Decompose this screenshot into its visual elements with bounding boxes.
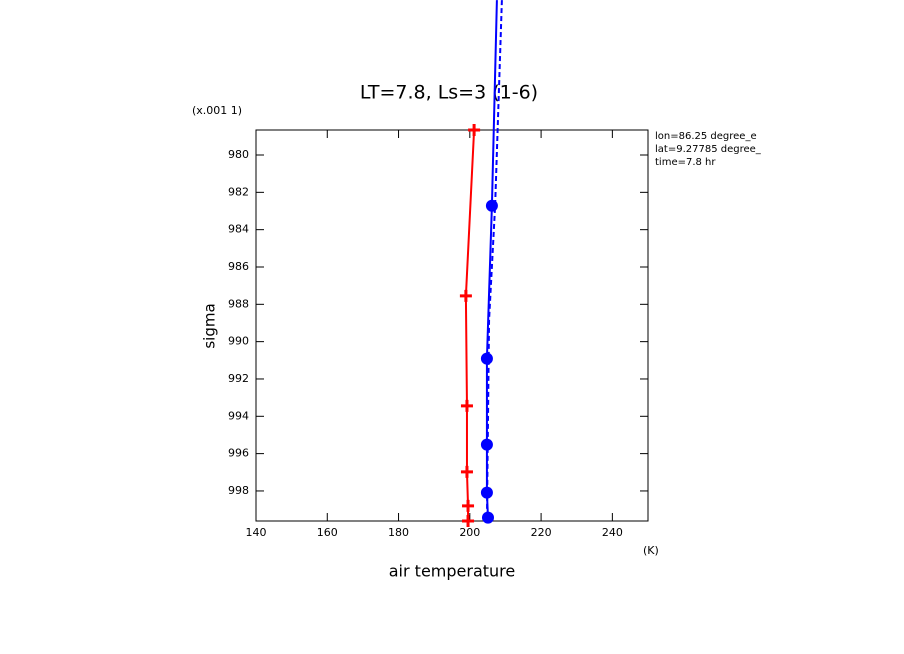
series-line <box>485 0 503 521</box>
annotation: lon=86.25 degree_e <box>655 131 757 142</box>
y-tick-label: 994 <box>228 409 249 422</box>
y-tick-label: 984 <box>228 223 249 236</box>
y-tick-label: 982 <box>228 185 249 198</box>
x-unit: (K) <box>643 544 659 557</box>
marker <box>480 352 493 365</box>
y-tick-label: 990 <box>228 335 249 348</box>
marker <box>459 289 472 302</box>
annotation: lat=9.27785 degree_ <box>655 144 762 155</box>
y-tick-label: 980 <box>228 148 249 161</box>
x-tick-label: 220 <box>531 526 552 539</box>
y-tick-label: 988 <box>228 297 249 310</box>
marker <box>460 465 473 478</box>
x-tick-label: 180 <box>388 526 409 539</box>
annotation: time=7.8 hr <box>655 157 716 168</box>
plot-frame <box>255 129 649 522</box>
x-tick-label: 160 <box>317 526 338 539</box>
x-tick-label: 140 <box>246 526 267 539</box>
y-tick-label: 998 <box>228 484 249 497</box>
chart-title: LT=7.8, Ls=3 (1-6) <box>360 82 538 104</box>
marker <box>460 399 473 412</box>
y-axis-label: sigma <box>201 303 219 348</box>
y-tick-label: 996 <box>228 447 249 460</box>
x-tick-label: 240 <box>602 526 623 539</box>
x-tick-label: 200 <box>459 526 480 539</box>
y-scale-note: (x.001 1) <box>192 104 242 117</box>
y-tick-label: 986 <box>228 260 249 273</box>
marker <box>462 515 475 527</box>
series-line <box>464 129 476 521</box>
marker <box>462 499 475 512</box>
marker <box>468 124 481 136</box>
marker <box>481 511 494 524</box>
x-axis-label: air temperature <box>389 562 515 581</box>
y-tick-label: 992 <box>228 372 249 385</box>
